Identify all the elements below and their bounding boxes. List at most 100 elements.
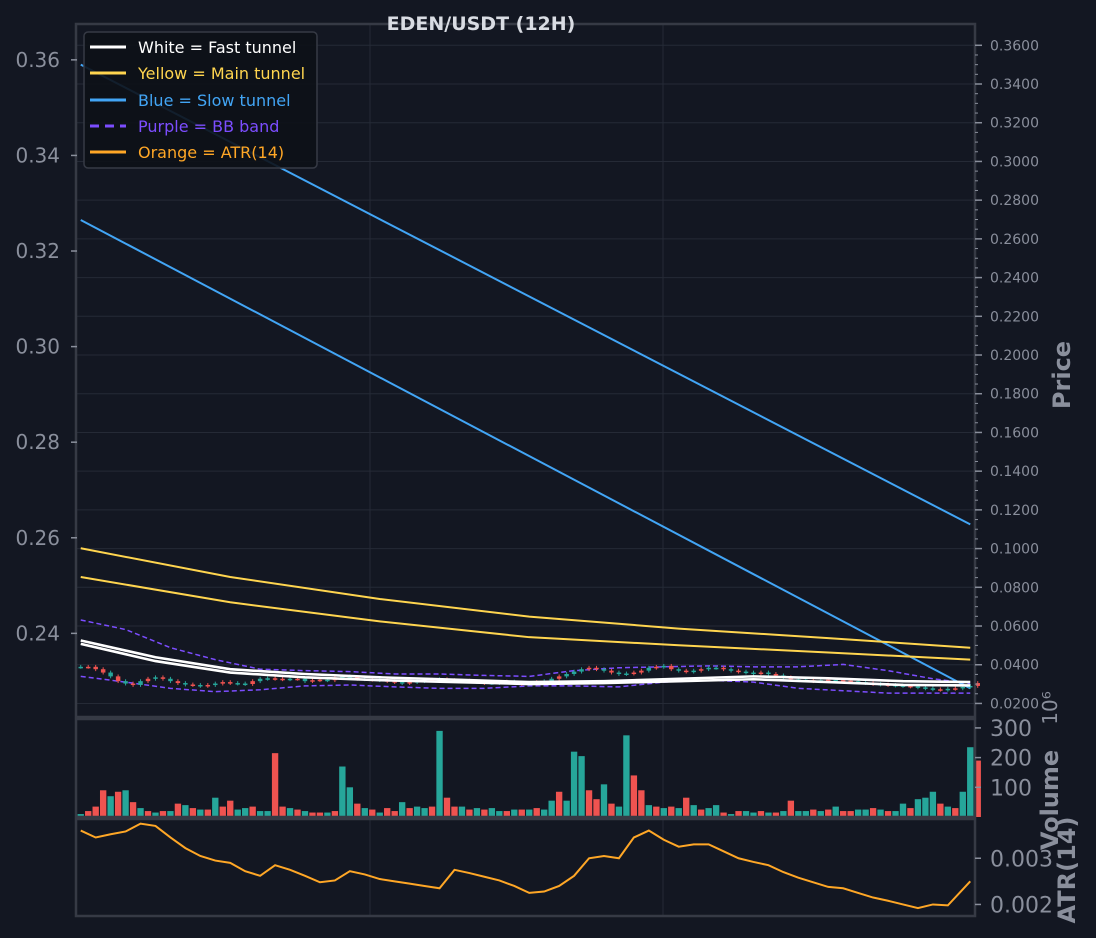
candle-body <box>616 672 622 675</box>
candle-body <box>168 678 173 682</box>
axis-ticks: 0.24 0.26 0.28 0.30 0.32 0.34 0.36 0.0200 0.0400… <box>15 38 1053 918</box>
volume-bar <box>137 808 144 817</box>
volume-bar <box>384 808 391 817</box>
volume-bar <box>630 775 638 817</box>
candle-body <box>960 686 966 689</box>
price-right-tick-label: 0.2000 <box>990 348 1039 364</box>
volume-bar <box>339 766 346 817</box>
candle-body <box>676 669 681 671</box>
volume-bar <box>256 811 264 817</box>
candle-body <box>609 670 614 673</box>
volume-bar <box>197 809 204 817</box>
volume-bar <box>159 811 167 817</box>
candle-body <box>392 681 397 683</box>
candle-body <box>855 681 861 683</box>
candle-body <box>766 672 771 675</box>
candle-body <box>85 666 91 669</box>
candle-body <box>198 684 203 687</box>
volume-bar <box>421 808 428 817</box>
legend-label-bb: Purple = BB band <box>138 117 279 136</box>
volume-bar <box>391 811 398 817</box>
price-right-tick-label: 0.0800 <box>990 580 1039 596</box>
candle-body <box>183 683 188 685</box>
volume-bar <box>690 805 697 817</box>
volume-bar <box>369 809 376 817</box>
price-right-tick-label: 0.3200 <box>990 116 1039 132</box>
candle-body <box>265 678 270 680</box>
volume-bar <box>780 811 787 817</box>
volume-axis-label: Volume <box>1036 750 1064 850</box>
candle-body <box>639 670 644 673</box>
volume-bar <box>436 730 443 817</box>
candle-body <box>242 683 248 686</box>
volume-bar <box>354 803 361 817</box>
candle-body <box>115 676 121 682</box>
volume-bar <box>578 756 585 817</box>
legend-item-fast: White = Fast tunnel <box>90 38 296 57</box>
volume-bar <box>570 751 578 817</box>
volume-bar <box>959 791 966 817</box>
volume-bar <box>443 797 451 817</box>
candle-body <box>93 666 98 670</box>
price-right-tick-label: 0.3600 <box>990 38 1039 54</box>
volume-bar <box>286 808 294 817</box>
candle-body <box>923 687 928 689</box>
volume-bar <box>847 811 854 817</box>
volume-bar <box>144 811 152 817</box>
price-left-tick-label: 0.28 <box>15 430 60 454</box>
volume-bar <box>503 811 510 817</box>
candle-body <box>145 678 151 682</box>
price-right-tick-label: 0.0200 <box>990 696 1039 712</box>
price-right-tick-label: 0.1200 <box>990 503 1039 519</box>
volume-bar <box>593 799 600 817</box>
volume-bar <box>765 812 772 817</box>
volume-bar <box>645 805 653 817</box>
candle-body <box>833 679 838 682</box>
price-left-tick-label: 0.32 <box>15 239 60 263</box>
volume-bar <box>227 800 234 817</box>
volume-bar <box>832 806 839 817</box>
volume-bar <box>234 809 241 817</box>
candle-body <box>220 682 226 684</box>
price-right-tick-label: 0.3400 <box>990 77 1039 93</box>
volume-bar <box>967 747 974 817</box>
volume-bar <box>675 808 682 817</box>
candle-body <box>287 678 293 681</box>
volume-bar <box>301 811 309 817</box>
main-tunnel-line <box>80 547 971 649</box>
volume-bar <box>271 753 279 817</box>
volume-bar <box>862 809 869 817</box>
price-right-tick-label: 0.1800 <box>990 387 1039 403</box>
price-left-tick-label: 0.26 <box>15 526 60 550</box>
price-left-tick-label: 0.24 <box>15 621 60 645</box>
atr-tick-label: 0.002 <box>990 893 1053 918</box>
volume-bar <box>615 806 623 817</box>
volume-bar <box>279 806 286 817</box>
volume-bar <box>212 797 219 817</box>
candle-body <box>280 678 285 681</box>
volume-bar <box>92 806 99 817</box>
atr-axis-label: ATR(14) <box>1053 817 1081 924</box>
volume-bar <box>189 808 197 817</box>
atr-tick-label: 0.003 <box>990 847 1053 872</box>
volume-bar <box>772 812 780 817</box>
volume-bar <box>473 808 481 817</box>
volume-bar <box>854 809 862 817</box>
legend-label-atr: Orange = ATR(14) <box>138 143 284 162</box>
candle-body <box>302 678 308 682</box>
candle-body <box>646 667 652 671</box>
volume-bar <box>77 814 84 817</box>
volume-bar <box>413 806 421 817</box>
volume-bar <box>907 808 914 817</box>
volume-bar <box>204 809 211 817</box>
candle-body <box>698 669 704 671</box>
volume-bar <box>481 809 488 817</box>
candle-body <box>773 673 779 676</box>
candle-body <box>938 689 943 691</box>
legend-box <box>83 31 318 169</box>
candle-body <box>340 676 345 678</box>
volume-bar <box>668 806 675 817</box>
volume-bar <box>608 803 615 817</box>
